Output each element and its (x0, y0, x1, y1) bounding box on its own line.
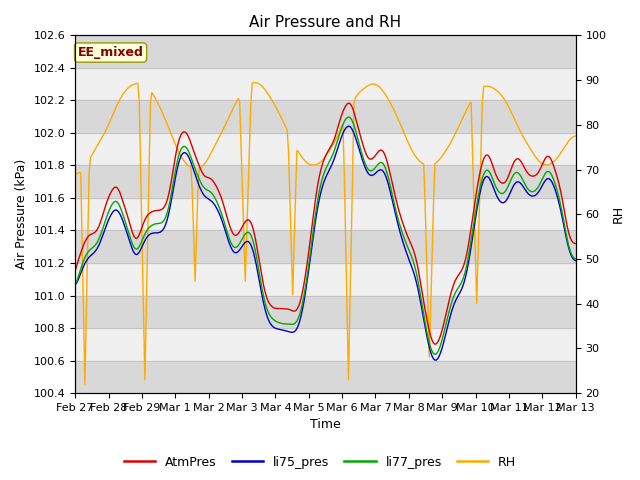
Y-axis label: Air Pressure (kPa): Air Pressure (kPa) (15, 159, 28, 269)
X-axis label: Time: Time (310, 419, 341, 432)
Text: EE_mixed: EE_mixed (77, 46, 143, 59)
Legend: AtmPres, li75_pres, li77_pres, RH: AtmPres, li75_pres, li77_pres, RH (119, 451, 521, 474)
Bar (75, 166, 576, 198)
Bar (75, 100, 576, 133)
Bar (75, 360, 576, 393)
Title: Air Pressure and RH: Air Pressure and RH (250, 15, 401, 30)
Bar (75, 36, 576, 68)
Bar (75, 230, 576, 263)
Y-axis label: RH: RH (612, 205, 625, 223)
Bar (75, 296, 576, 328)
